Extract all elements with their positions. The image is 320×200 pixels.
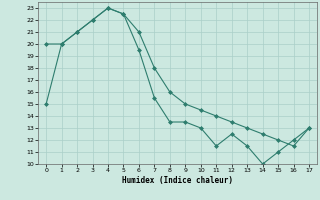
X-axis label: Humidex (Indice chaleur): Humidex (Indice chaleur)	[122, 176, 233, 185]
